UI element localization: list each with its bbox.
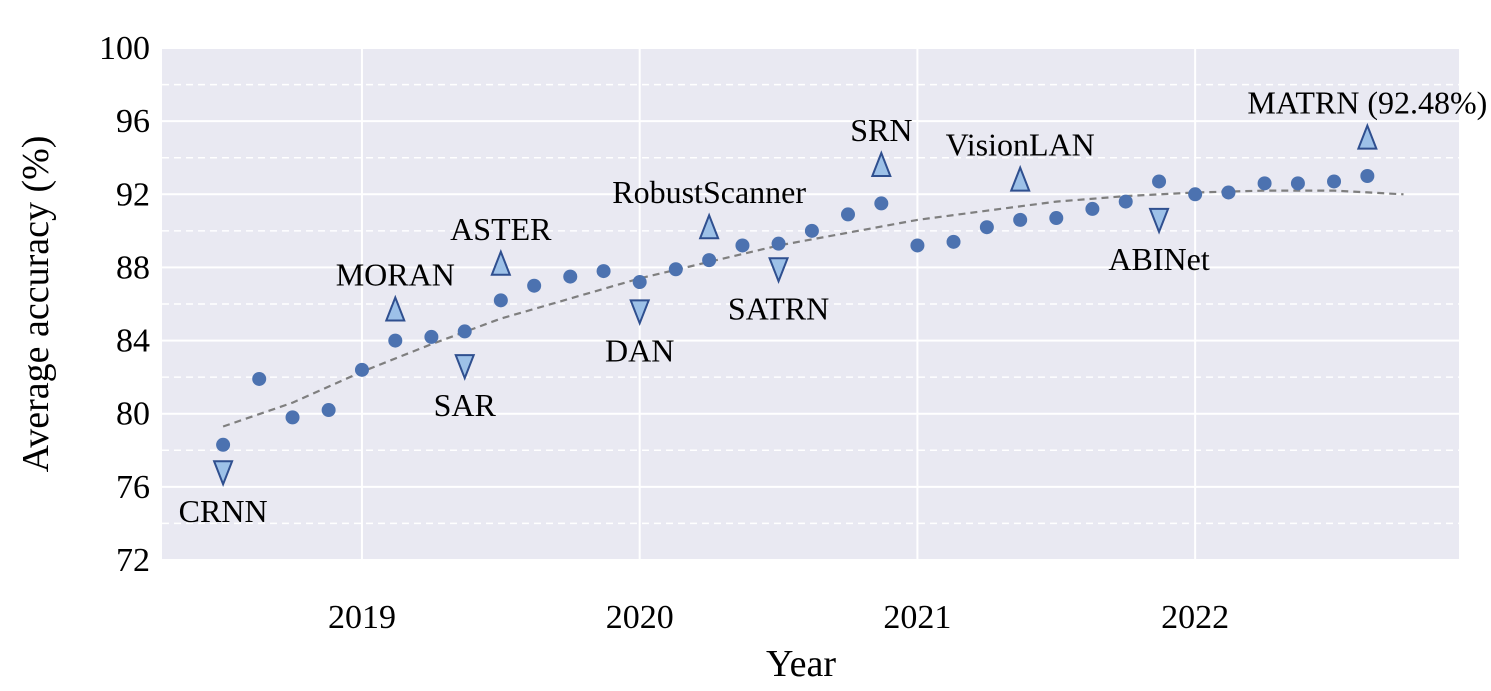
data-point <box>1188 187 1203 202</box>
data-point <box>1049 211 1064 226</box>
y-axis-title: Average accuracy (%) <box>15 136 57 473</box>
data-point <box>1360 169 1375 183</box>
annotation-label: SRN <box>850 112 912 148</box>
data-point <box>1257 176 1272 191</box>
y-tick-label: 80 <box>116 396 150 433</box>
annotation-label: SAR <box>434 387 497 423</box>
data-point <box>702 253 717 268</box>
data-point <box>1221 185 1236 200</box>
data-point <box>216 437 231 452</box>
x-tick-label: 2022 <box>1161 599 1229 636</box>
data-points <box>216 169 1375 452</box>
annotation-label: CRNN <box>179 493 268 529</box>
data-point <box>424 329 439 344</box>
x-tick-label: 2020 <box>606 599 674 636</box>
x-tick-label: 2019 <box>328 599 396 636</box>
annotation-label: ABINet <box>1108 241 1209 277</box>
data-point <box>252 371 267 386</box>
up-triangle-marker <box>1356 122 1378 150</box>
y-tick-label: 92 <box>116 176 150 213</box>
annotation-label: VisionLAN <box>946 127 1095 163</box>
data-point <box>457 324 472 339</box>
up-triangle-marker <box>870 150 892 178</box>
data-point <box>771 236 786 251</box>
data-point <box>1290 176 1305 191</box>
data-point <box>735 238 750 253</box>
data-point <box>946 234 961 249</box>
data-point <box>1013 212 1028 227</box>
annotation-label: RobustScanner <box>612 174 806 210</box>
y-tick-label: 88 <box>116 249 150 286</box>
data-point <box>493 293 508 308</box>
y-tick-label: 72 <box>116 542 150 579</box>
down-triangle-marker <box>629 299 651 327</box>
data-point <box>632 275 647 290</box>
method-annotations: CRNN MORAN SAR ASTER DAN RobustScanner SATRN SR… <box>179 85 1488 530</box>
data-point <box>1327 174 1342 189</box>
data-point <box>563 269 578 284</box>
x-tick-label: 2021 <box>883 599 951 636</box>
data-point <box>804 223 819 238</box>
data-point <box>668 262 683 277</box>
data-point <box>874 196 889 211</box>
annotation-label: MATRN (92.48%) <box>1247 85 1487 121</box>
y-tick-label: 100 <box>99 30 150 67</box>
down-triangle-marker <box>1148 207 1170 235</box>
data-point <box>1085 201 1100 216</box>
down-triangle-marker <box>768 257 790 285</box>
x-axis-title: Year <box>766 643 836 685</box>
annotation-label: MORAN <box>336 256 455 292</box>
annotation-label: DAN <box>605 332 674 368</box>
data-point <box>354 362 369 377</box>
y-tick-label: 96 <box>116 103 150 140</box>
data-point <box>596 264 611 279</box>
y-tick-label: 76 <box>116 469 150 506</box>
up-triangle-marker <box>490 249 512 276</box>
up-triangle-marker <box>384 294 406 322</box>
up-triangle-marker <box>698 212 720 240</box>
down-triangle-marker <box>212 460 234 487</box>
data-point <box>285 410 300 425</box>
data-point <box>840 207 855 222</box>
data-point <box>910 238 925 253</box>
data-point <box>321 403 336 418</box>
y-tick-labels: 72 76 80 84 88 92 96 100 <box>99 30 150 579</box>
y-tick-label: 84 <box>116 323 150 360</box>
x-tick-labels: 2019 2020 2021 2022 <box>328 599 1229 636</box>
data-point <box>388 333 403 348</box>
up-triangle-marker <box>1009 164 1031 192</box>
data-point <box>527 278 542 293</box>
data-point <box>1152 174 1167 189</box>
annotation-label: SATRN <box>728 290 829 326</box>
data-point <box>979 220 994 235</box>
data-point <box>1118 194 1133 209</box>
annotation-label: ASTER <box>450 211 552 247</box>
down-triangle-marker <box>454 354 476 381</box>
